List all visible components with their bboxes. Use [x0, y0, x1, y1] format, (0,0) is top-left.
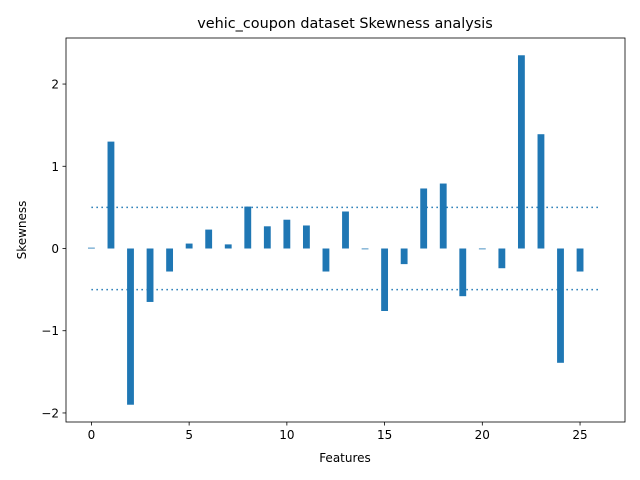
y-tick-label: 2	[51, 78, 59, 92]
bar-feature-21	[498, 248, 506, 269]
bar-feature-15	[381, 248, 389, 311]
bar-feature-12	[322, 248, 330, 272]
x-axis-label: Features	[319, 451, 371, 465]
bar-feature-0	[87, 247, 95, 249]
bar-feature-16	[400, 248, 408, 265]
bar-feature-8	[244, 206, 252, 249]
bar-feature-7	[224, 244, 232, 249]
bar-feature-10	[283, 219, 291, 249]
bar-feature-17	[420, 188, 428, 249]
bar-feature-2	[127, 248, 134, 405]
x-tick-label: 5	[185, 428, 193, 442]
chart-title: vehic_coupon dataset Skewness analysis	[197, 16, 492, 32]
y-axis-label: Skewness	[15, 201, 29, 260]
bar-feature-19	[459, 248, 467, 297]
x-tick-label: 20	[475, 428, 490, 442]
y-tick-label: 0	[51, 242, 59, 256]
bar-feature-23	[537, 134, 545, 249]
bar-feature-25	[576, 248, 584, 272]
bar-feature-24	[557, 248, 564, 363]
bar-feature-9	[263, 226, 271, 249]
bar-feature-22	[517, 55, 525, 249]
plot-frame	[65, 37, 626, 423]
bar-feature-20	[478, 248, 486, 250]
x-tick-label: 15	[377, 428, 392, 442]
y-tick-label: 1	[51, 160, 59, 174]
bar-feature-3	[146, 248, 154, 302]
x-tick-label: 10	[279, 428, 294, 442]
bar-feature-13	[342, 211, 349, 249]
bar-feature-14	[361, 248, 369, 250]
y-tick-label: −1	[41, 324, 59, 338]
y-tick-label: −2	[41, 406, 59, 420]
bar-feature-18	[439, 183, 447, 249]
bar-feature-6	[205, 229, 213, 249]
y-axis: −2 −1 0 1 2	[41, 78, 66, 420]
bar-feature-5	[185, 243, 193, 249]
x-tick-label: 0	[88, 428, 96, 442]
bar-feature-4	[166, 248, 174, 272]
x-tick-label: 25	[572, 428, 587, 442]
bar-feature-11	[302, 225, 310, 249]
bar-feature-1	[107, 141, 115, 249]
x-axis: 0 5 10 15 20 25	[88, 422, 588, 442]
plot-area	[87, 55, 600, 405]
